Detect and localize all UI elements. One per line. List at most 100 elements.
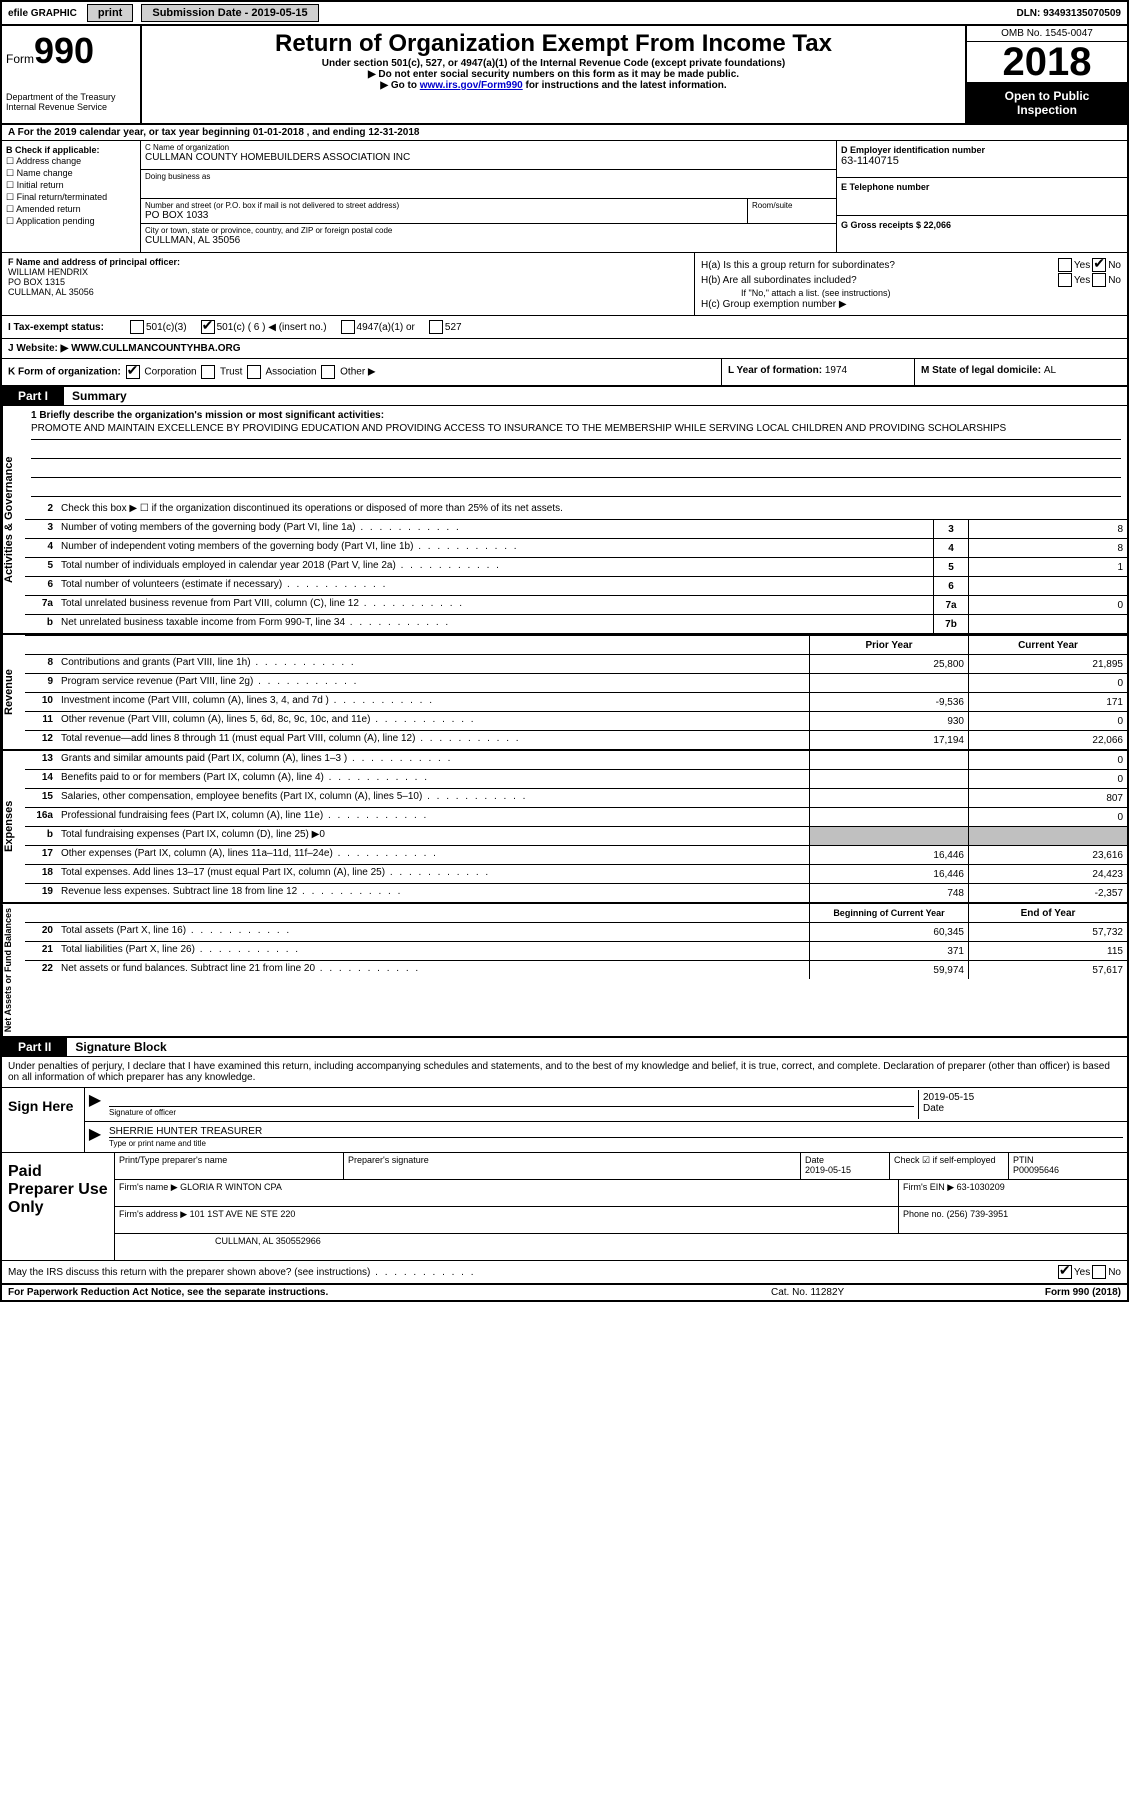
hb-no-checkbox[interactable] (1092, 273, 1106, 287)
summary-row: 11Other revenue (Part VIII, column (A), … (25, 712, 1127, 731)
revenue-section: Revenue Prior Year Current Year 8Contrib… (2, 635, 1127, 751)
chk-initial-return[interactable]: ☐ Initial return (6, 180, 136, 191)
note2-pre: ▶ Go to (380, 80, 419, 91)
col-b-label: B Check if applicable: (6, 145, 136, 155)
submission-date-button[interactable]: Submission Date - 2019-05-15 (141, 4, 318, 22)
paid-preparer-row: Paid Preparer Use Only Print/Type prepar… (2, 1153, 1127, 1261)
firm-addr1: 101 1ST AVE NE STE 220 (190, 1209, 296, 1219)
part-ii-header: Part II Signature Block (2, 1038, 1127, 1057)
header-right: OMB No. 1545-0047 2018 Open to Public In… (965, 26, 1127, 123)
vtab-revenue: Revenue (2, 635, 25, 749)
summary-row: 6Total number of volunteers (estimate if… (25, 577, 1127, 596)
summary-row: 15Salaries, other compensation, employee… (25, 789, 1127, 808)
chk-trust[interactable] (201, 365, 215, 379)
summary-row: 18Total expenses. Add lines 13–17 (must … (25, 865, 1127, 884)
dba-label: Doing business as (145, 172, 832, 181)
net-assets-section: Net Assets or Fund Balances Beginning of… (2, 904, 1127, 1038)
dept-treasury: Department of the Treasury (6, 92, 136, 102)
discuss-label: May the IRS discuss this return with the… (8, 1267, 1056, 1278)
room-label: Room/suite (752, 201, 832, 210)
tax-status-label: I Tax-exempt status: (8, 322, 128, 333)
summary-row: 14Benefits paid to or for members (Part … (25, 770, 1127, 789)
prep-date: 2019-05-15 (805, 1165, 885, 1175)
addr-value: PO BOX 1033 (145, 210, 743, 221)
chk-other[interactable] (321, 365, 335, 379)
chk-4947[interactable] (341, 320, 355, 334)
summary-row: 2Check this box ▶ ☐ if the organization … (25, 501, 1127, 520)
officer-addr2: CULLMAN, AL 35056 (8, 287, 688, 297)
current-year-header: Current Year (968, 636, 1127, 654)
form-title: Return of Organization Exempt From Incom… (146, 30, 961, 58)
chk-527[interactable] (429, 320, 443, 334)
website-value: WWW.CULLMANCOUNTYHBA.ORG (71, 343, 240, 354)
col-b-checkboxes: B Check if applicable: ☐ Address change … (2, 141, 141, 252)
sig-intro: Under penalties of perjury, I declare th… (2, 1057, 1127, 1088)
firm-name-label: Firm's name ▶ (119, 1182, 178, 1192)
dln-label: DLN: 93493135070509 (1010, 6, 1127, 21)
paid-preparer-label: Paid Preparer Use Only (2, 1153, 115, 1260)
city-label: City or town, state or province, country… (145, 226, 832, 235)
firm-ein: 63-1030209 (957, 1182, 1005, 1192)
col-h-group: H(a) Is this a group return for subordin… (694, 253, 1127, 315)
ein-label: D Employer identification number (841, 145, 1123, 155)
form-990-page: efile GRAPHIC print Submission Date - 20… (0, 0, 1129, 1302)
chk-corp[interactable] (126, 365, 140, 379)
form990-link[interactable]: www.irs.gov/Form990 (420, 80, 523, 91)
chk-assoc[interactable] (247, 365, 261, 379)
line-a-tax-year: A For the 2019 calendar year, or tax yea… (2, 125, 1127, 141)
form-header: Form990 Department of the Treasury Inter… (2, 26, 1127, 125)
ha-label: H(a) Is this a group return for subordin… (701, 260, 1056, 271)
row-j-website: J Website: ▶ WWW.CULLMANCOUNTYHBA.ORG (2, 339, 1127, 359)
irs-label: Internal Revenue Service (6, 102, 136, 112)
prep-self-employed: Check ☑ if self-employed (890, 1153, 1009, 1179)
chk-501c[interactable] (201, 320, 215, 334)
discuss-yes-checkbox[interactable] (1058, 1265, 1072, 1279)
gross-receipts: G Gross receipts $ 22,066 (841, 220, 1123, 230)
year-formation-label: L Year of formation: (728, 365, 825, 376)
chk-address-change[interactable]: ☐ Address change (6, 156, 136, 167)
form-prefix: Form (6, 52, 34, 66)
col-de: D Employer identification number 63-1140… (836, 141, 1127, 252)
ha-yes-checkbox[interactable] (1058, 258, 1072, 272)
mission-text: PROMOTE AND MAINTAIN EXCELLENCE BY PROVI… (31, 421, 1121, 440)
summary-row: 8Contributions and grants (Part VIII, li… (25, 655, 1127, 674)
summary-row: 9Program service revenue (Part VIII, lin… (25, 674, 1127, 693)
ptin-value: P00095646 (1013, 1165, 1123, 1175)
firm-ein-label: Firm's EIN ▶ (903, 1182, 954, 1192)
ha-no-checkbox[interactable] (1092, 258, 1106, 272)
chk-amended[interactable]: ☐ Amended return (6, 204, 136, 215)
signature-block: Under penalties of perjury, I declare th… (2, 1057, 1127, 1285)
year-formation: 1974 (825, 365, 847, 376)
form-number: 990 (34, 30, 94, 71)
arrow-icon: ▶ (85, 1124, 105, 1150)
firm-phone: (256) 739-3951 (947, 1209, 1009, 1219)
summary-row: 5Total number of individuals employed in… (25, 558, 1127, 577)
arrow-icon: ▶ (85, 1090, 105, 1119)
section-identity: B Check if applicable: ☐ Address change … (2, 141, 1127, 253)
chk-501c3[interactable] (130, 320, 144, 334)
part-i-tab: Part I (2, 387, 64, 405)
topbar: efile GRAPHIC print Submission Date - 20… (2, 2, 1127, 26)
footer-paperwork: For Paperwork Reduction Act Notice, see … (8, 1287, 771, 1298)
sign-here-row: Sign Here ▶ Signature of officer 2019-05… (2, 1088, 1127, 1153)
summary-row: 13Grants and similar amounts paid (Part … (25, 751, 1127, 770)
mission-label: 1 Briefly describe the organization's mi… (31, 410, 1121, 421)
phone-label: E Telephone number (841, 182, 1123, 192)
hc-label: H(c) Group exemption number ▶ (701, 299, 1121, 310)
print-button[interactable]: print (87, 4, 133, 22)
prior-year-header: Prior Year (809, 636, 968, 654)
chk-final-return[interactable]: ☐ Final return/terminated (6, 192, 136, 203)
footer-catno: Cat. No. 11282Y (771, 1287, 971, 1298)
chk-application-pending[interactable]: ☐ Application pending (6, 216, 136, 227)
vtab-expenses: Expenses (2, 751, 25, 902)
activities-governance-section: Activities & Governance 1 Briefly descri… (2, 406, 1127, 635)
expenses-section: Expenses 13Grants and similar amounts pa… (2, 751, 1127, 904)
website-label: J Website: ▶ (8, 343, 68, 354)
discuss-no-checkbox[interactable] (1092, 1265, 1106, 1279)
sig-name-label: Type or print name and title (109, 1137, 1123, 1148)
row-klm: K Form of organization: Corporation Trus… (2, 359, 1127, 387)
chk-name-change[interactable]: ☐ Name change (6, 168, 136, 179)
hb-yes-checkbox[interactable] (1058, 273, 1072, 287)
summary-row: bTotal fundraising expenses (Part IX, co… (25, 827, 1127, 846)
officer-label: F Name and address of principal officer: (8, 257, 688, 267)
